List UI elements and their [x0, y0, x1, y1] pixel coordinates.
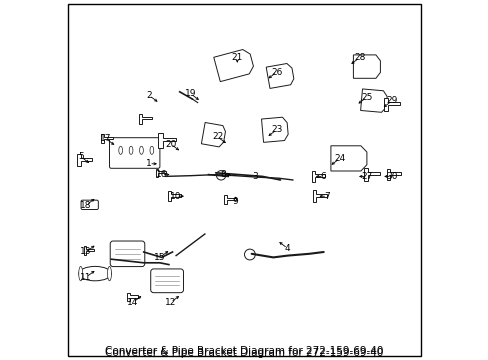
Text: 9: 9 — [232, 197, 238, 206]
Polygon shape — [261, 117, 287, 142]
Polygon shape — [83, 246, 94, 255]
Text: 1: 1 — [146, 159, 152, 168]
Polygon shape — [384, 98, 399, 111]
Text: 11: 11 — [80, 273, 92, 282]
Polygon shape — [139, 114, 152, 124]
Text: 12: 12 — [164, 298, 176, 307]
Polygon shape — [330, 146, 366, 171]
Polygon shape — [158, 133, 176, 148]
Polygon shape — [386, 169, 400, 180]
Polygon shape — [201, 122, 225, 147]
FancyBboxPatch shape — [109, 138, 160, 168]
Polygon shape — [127, 293, 138, 301]
Text: 30: 30 — [386, 172, 397, 181]
Text: 14: 14 — [127, 298, 138, 307]
Text: 23: 23 — [271, 125, 282, 134]
Text: 8: 8 — [220, 170, 225, 179]
Polygon shape — [213, 50, 253, 82]
Text: Converter & Pipe Bracket Diagram for 272-159-69-40: Converter & Pipe Bracket Diagram for 272… — [105, 346, 383, 356]
Text: 27: 27 — [361, 172, 372, 181]
Polygon shape — [77, 154, 91, 166]
Text: 19: 19 — [184, 89, 196, 98]
Text: 20: 20 — [164, 140, 176, 149]
Text: 6: 6 — [320, 172, 326, 181]
FancyBboxPatch shape — [81, 200, 98, 210]
Polygon shape — [364, 168, 380, 181]
Text: 7: 7 — [324, 192, 329, 201]
Ellipse shape — [139, 146, 143, 154]
Polygon shape — [167, 191, 181, 201]
Text: 21: 21 — [231, 53, 243, 62]
FancyBboxPatch shape — [110, 241, 144, 266]
Ellipse shape — [79, 266, 111, 281]
Text: 22: 22 — [211, 132, 223, 141]
Text: 5: 5 — [78, 152, 83, 161]
Text: 17: 17 — [100, 134, 111, 143]
Text: 3: 3 — [252, 172, 258, 181]
Text: 15: 15 — [154, 253, 165, 262]
Ellipse shape — [150, 146, 153, 154]
Text: 26: 26 — [271, 68, 282, 77]
Text: 2: 2 — [146, 91, 152, 100]
Polygon shape — [155, 169, 165, 177]
Text: 10: 10 — [170, 192, 182, 201]
Text: 4: 4 — [285, 244, 290, 253]
Ellipse shape — [119, 146, 122, 154]
Ellipse shape — [129, 146, 133, 154]
Text: 28: 28 — [353, 53, 365, 62]
Polygon shape — [224, 195, 235, 204]
Polygon shape — [311, 171, 324, 181]
Polygon shape — [353, 55, 380, 78]
Text: 13: 13 — [80, 248, 92, 256]
Text: 25: 25 — [361, 93, 372, 102]
Polygon shape — [312, 190, 326, 202]
Text: 24: 24 — [334, 154, 345, 163]
Circle shape — [244, 249, 255, 260]
Polygon shape — [101, 134, 113, 143]
Circle shape — [216, 171, 225, 180]
Polygon shape — [360, 89, 386, 112]
Polygon shape — [265, 63, 293, 89]
Text: Converter & Pipe Bracket Diagram for 272-159-69-40: Converter & Pipe Bracket Diagram for 272… — [105, 348, 383, 358]
Ellipse shape — [107, 266, 111, 281]
Text: 29: 29 — [386, 96, 397, 105]
FancyBboxPatch shape — [150, 269, 183, 293]
Text: 18: 18 — [80, 201, 92, 210]
Text: 16: 16 — [156, 170, 167, 179]
Ellipse shape — [79, 266, 82, 281]
